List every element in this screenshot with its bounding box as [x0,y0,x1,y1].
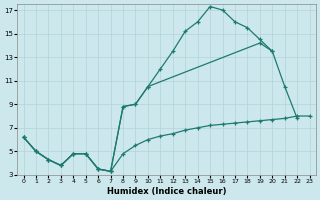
X-axis label: Humidex (Indice chaleur): Humidex (Indice chaleur) [107,187,226,196]
